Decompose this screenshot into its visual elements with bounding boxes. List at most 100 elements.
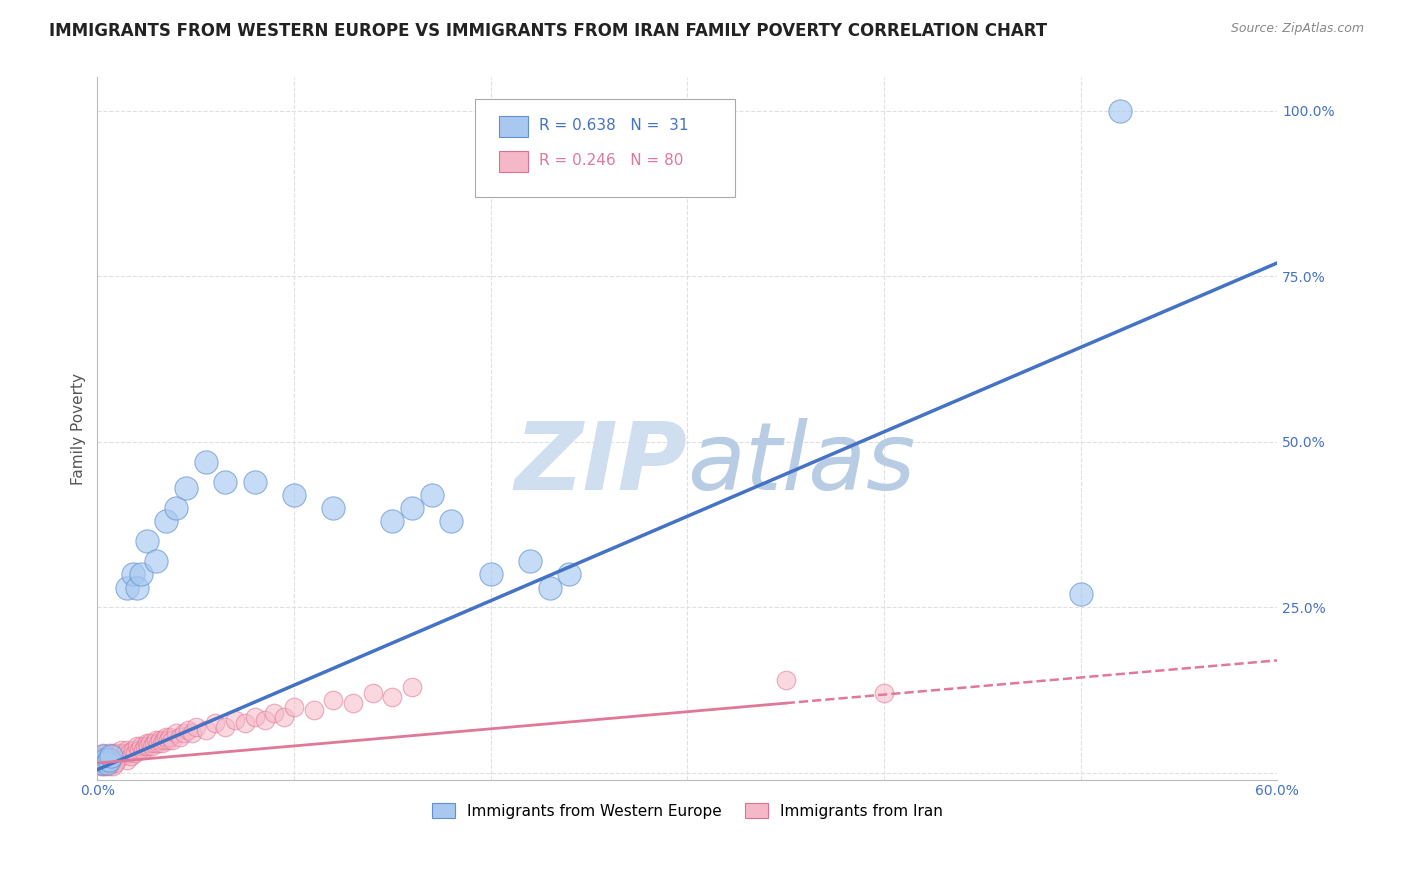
Point	[361, 686, 384, 700]
Point	[1109, 103, 1132, 118]
Point	[253, 713, 276, 727]
Point	[98, 753, 121, 767]
Point	[96, 756, 118, 770]
Point	[173, 726, 195, 740]
Point	[94, 759, 117, 773]
Point	[479, 567, 502, 582]
Point	[224, 713, 246, 727]
Point	[273, 709, 295, 723]
Point	[145, 554, 167, 568]
Point	[322, 693, 344, 707]
Point	[263, 706, 285, 721]
Point	[131, 743, 153, 757]
Point	[115, 753, 138, 767]
Point	[149, 732, 172, 747]
Text: ZIP: ZIP	[515, 417, 688, 509]
Point	[105, 753, 128, 767]
Point	[143, 736, 166, 750]
Point	[121, 743, 143, 757]
Point	[558, 567, 581, 582]
Legend: Immigrants from Western Europe, Immigrants from Iran: Immigrants from Western Europe, Immigran…	[426, 797, 949, 824]
Point	[120, 749, 142, 764]
Point	[135, 534, 157, 549]
Point	[115, 581, 138, 595]
Point	[184, 720, 207, 734]
Point	[148, 736, 170, 750]
Point	[129, 739, 152, 754]
Point	[283, 488, 305, 502]
Point	[94, 753, 117, 767]
Point	[283, 699, 305, 714]
Point	[90, 749, 112, 764]
Point	[538, 581, 561, 595]
Point	[110, 743, 132, 757]
Point	[194, 455, 217, 469]
Point	[114, 746, 136, 760]
Point	[105, 746, 128, 760]
Point	[90, 759, 112, 773]
Point	[150, 736, 173, 750]
Point	[110, 746, 132, 760]
Point	[243, 475, 266, 489]
Point	[519, 554, 541, 568]
Y-axis label: Family Poverty: Family Poverty	[72, 373, 86, 484]
Point	[139, 736, 162, 750]
Point	[138, 739, 160, 754]
Point	[155, 514, 177, 528]
Point	[89, 753, 111, 767]
Point	[101, 753, 124, 767]
Point	[194, 723, 217, 737]
Point	[135, 736, 157, 750]
Point	[153, 732, 176, 747]
Bar	[499, 116, 529, 137]
Point	[322, 501, 344, 516]
Point	[159, 730, 181, 744]
Point	[96, 749, 118, 764]
Point	[381, 690, 404, 704]
Point	[134, 739, 156, 754]
Point	[342, 697, 364, 711]
Point	[169, 730, 191, 744]
Point	[420, 488, 443, 502]
Point	[214, 475, 236, 489]
Text: IMMIGRANTS FROM WESTERN EUROPE VS IMMIGRANTS FROM IRAN FAMILY POVERTY CORRELATIO: IMMIGRANTS FROM WESTERN EUROPE VS IMMIGR…	[49, 22, 1047, 40]
Point	[129, 567, 152, 582]
Point	[91, 746, 114, 760]
Point	[100, 756, 122, 770]
Point	[90, 756, 112, 770]
Point	[440, 514, 463, 528]
Point	[1070, 587, 1092, 601]
Point	[101, 759, 124, 773]
Point	[155, 730, 177, 744]
Point	[91, 756, 114, 770]
Point	[121, 567, 143, 582]
Text: R = 0.246   N = 80: R = 0.246 N = 80	[538, 153, 683, 168]
Point	[90, 756, 112, 770]
Point	[165, 501, 187, 516]
Point	[873, 686, 896, 700]
Point	[125, 581, 148, 595]
Bar	[499, 151, 529, 172]
Point	[157, 732, 180, 747]
Point	[214, 720, 236, 734]
Text: R = 0.638   N =  31: R = 0.638 N = 31	[538, 118, 688, 133]
Point	[124, 746, 146, 760]
Point	[101, 746, 124, 760]
Point	[118, 746, 141, 760]
Point	[94, 749, 117, 764]
Point	[91, 759, 114, 773]
FancyBboxPatch shape	[475, 98, 734, 197]
Point	[108, 749, 131, 764]
Point	[243, 709, 266, 723]
Point	[128, 743, 150, 757]
Point	[165, 726, 187, 740]
Point	[96, 756, 118, 770]
Point	[100, 749, 122, 764]
Point	[104, 756, 127, 770]
Point	[98, 746, 121, 760]
Point	[381, 514, 404, 528]
Point	[94, 753, 117, 767]
Point	[204, 716, 226, 731]
Point	[98, 753, 121, 767]
Point	[100, 756, 122, 770]
